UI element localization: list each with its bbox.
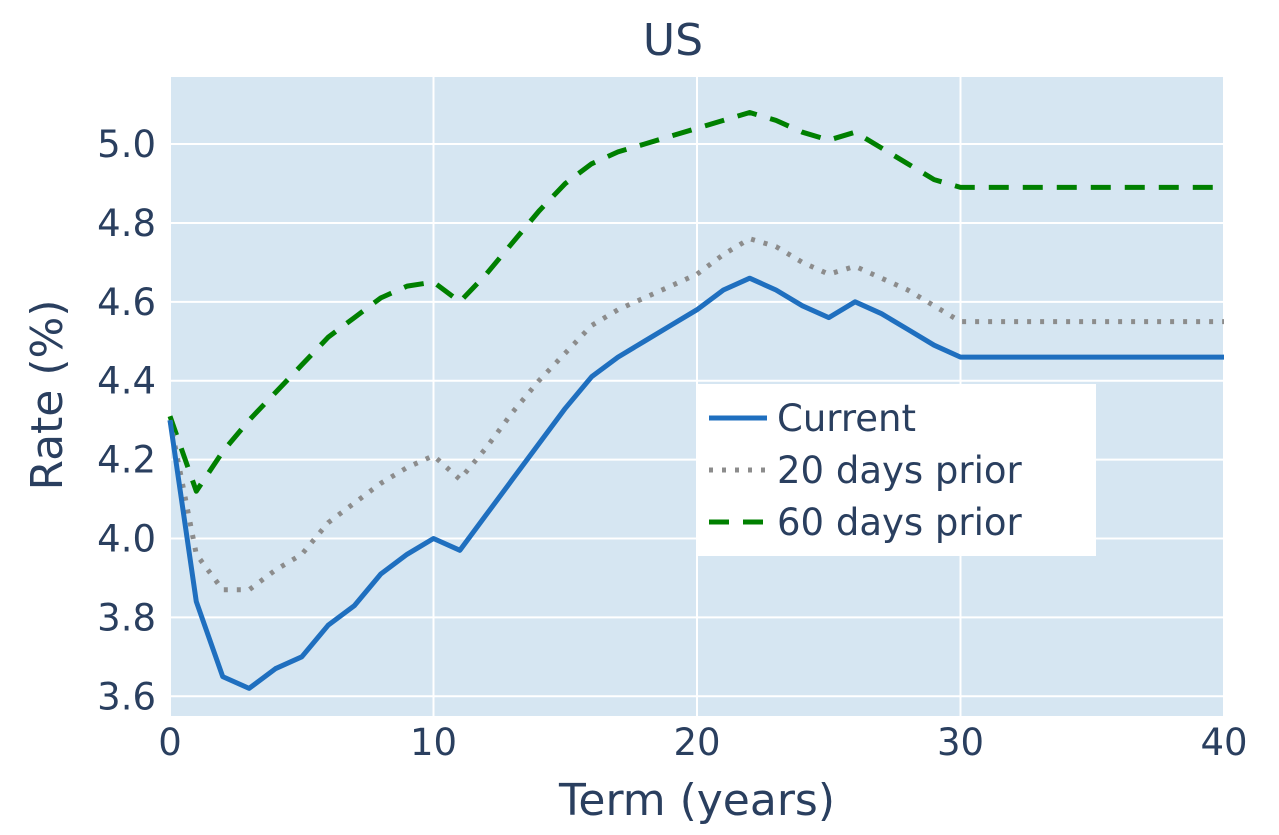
x-tick-label: 40 [1200,721,1247,764]
legend-label: 20 days prior [777,449,1023,492]
y-tick-label: 4.6 [97,281,156,324]
legend-label: 60 days prior [777,501,1023,544]
series-line-60-days-prior [167,110,1224,494]
y-tick-label: 4.0 [97,518,156,561]
tick-labels: 0 10 20 30 40 3.6 3.8 4.0 4.2 4.4 4.6 4.8 5.0 [97,123,1247,764]
y-axis-title: Rate (%) [22,299,73,490]
y-tick-label: 5.0 [97,123,156,166]
y-tick-label: 4.2 [97,439,156,482]
legend-label: Current [777,397,916,440]
series-line-current [167,275,1224,691]
x-axis-title: Term (years) [558,775,835,826]
x-tick-label: 30 [937,721,984,764]
chart-title: US [643,15,703,66]
x-tick-label: 20 [673,721,720,764]
y-tick-label: 4.4 [97,360,156,403]
x-tick-label: 10 [410,721,457,764]
y-tick-label: 3.8 [97,596,156,639]
series-lines [167,110,1224,691]
y-tick-label: 4.8 [97,202,156,245]
x-tick-label: 0 [158,721,182,764]
y-tick-label: 3.6 [97,675,156,718]
legend: Current 20 days prior 60 days prior [697,384,1096,556]
